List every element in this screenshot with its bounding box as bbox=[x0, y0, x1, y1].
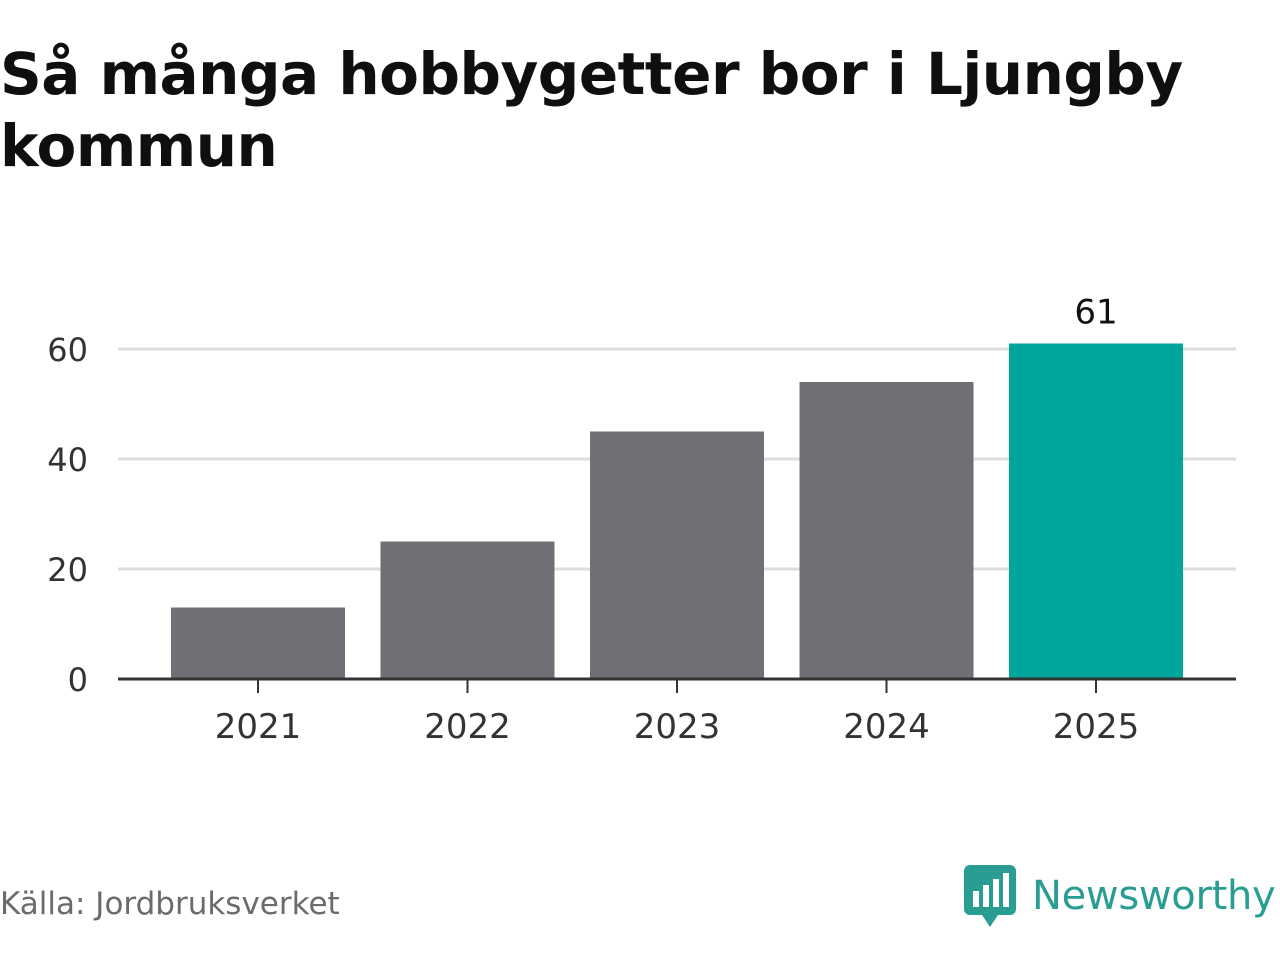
bar-2024 bbox=[799, 382, 974, 679]
source-note: Källa: Jordbruksverket bbox=[0, 886, 340, 922]
x-tick-label: 2021 bbox=[215, 707, 302, 747]
brand-logo-link[interactable]: Newsworthy bbox=[964, 864, 1276, 928]
bar-2023 bbox=[590, 431, 764, 679]
bar-2025 bbox=[1009, 343, 1183, 679]
bar-chart-speech-bubble-icon bbox=[964, 865, 1016, 927]
x-tick-label: 2025 bbox=[1053, 707, 1140, 747]
x-tick-label: 2023 bbox=[634, 707, 721, 747]
x-tick-label: 2022 bbox=[424, 707, 511, 747]
bar-2022 bbox=[380, 541, 555, 679]
y-tick-label: 60 bbox=[47, 331, 88, 369]
x-tick-label: 2024 bbox=[843, 707, 930, 747]
bar-2021 bbox=[171, 607, 345, 679]
y-tick-label: 40 bbox=[47, 441, 88, 479]
y-tick-label: 0 bbox=[68, 661, 88, 699]
brand-name: Newsworthy bbox=[1032, 873, 1276, 919]
data-label: 61 bbox=[1074, 293, 1117, 333]
chart-title: Så många hobbygetter bor i Ljungby kommu… bbox=[0, 40, 1183, 180]
y-tick-label: 20 bbox=[47, 551, 88, 589]
